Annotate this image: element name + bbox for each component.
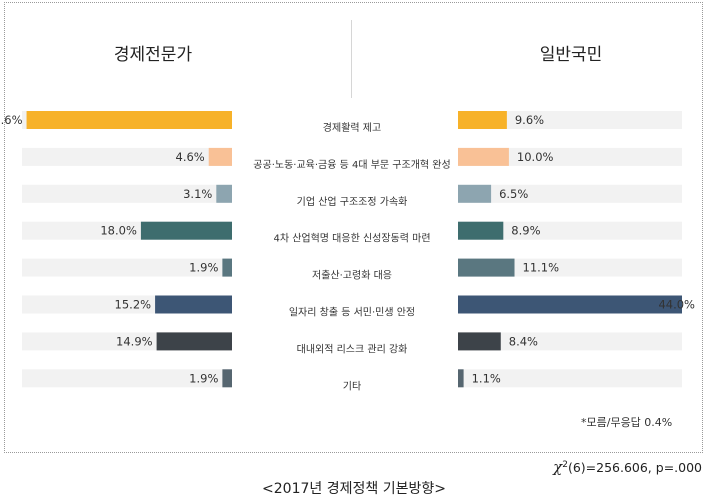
data-label-public: 8.4% [509, 334, 538, 348]
category-label: 일자리 창출 등 서민·민생 안정 [289, 307, 415, 319]
track-public [458, 147, 682, 166]
track-experts [22, 369, 232, 388]
data-label-experts: 3.1% [183, 187, 212, 201]
data-label-experts: 18.0% [100, 224, 137, 238]
footnote: *모름/무응답 0.4% [581, 416, 673, 429]
data-label-public: 8.9% [511, 224, 540, 238]
category-label: 4차 산업혁명 대응한 신성장동력 마련 [273, 232, 430, 245]
data-label-public: 9.6% [515, 113, 544, 127]
track-public [458, 184, 682, 203]
track-public [458, 369, 682, 388]
bar-public [458, 295, 682, 314]
data-label-experts: 4.6% [176, 150, 205, 164]
chi-superscript: 2 [562, 459, 568, 470]
category-label: 공공·노동·교육·금융 등 4대 부문 구조개혁 완성 [253, 159, 450, 171]
chi-symbol: χ [553, 458, 563, 476]
track-experts [22, 184, 232, 203]
data-label-public: 6.5% [499, 187, 528, 201]
figure-caption: <2017년 경제정책 기본방향> [262, 481, 446, 497]
data-label-experts: 14.9% [116, 334, 153, 348]
category-label: 기타 [343, 380, 361, 392]
bar-experts [208, 147, 232, 166]
panel-divider [351, 20, 352, 98]
bar-experts [222, 369, 232, 388]
bar-public [458, 147, 509, 166]
data-label-experts: 15.2% [115, 298, 152, 312]
bar-experts [26, 111, 233, 129]
data-label-experts: 1.9% [189, 261, 218, 275]
bar-experts [216, 184, 232, 203]
track-experts [22, 258, 232, 277]
panel-title-experts: 경제전문가 [113, 45, 193, 65]
data-label-experts: 1.9% [189, 371, 218, 385]
bar-public [458, 184, 492, 203]
track-public [458, 111, 682, 129]
category-label: 저출산·고령화 대응 [312, 270, 392, 282]
category-label: 대내외적 리스크 관리 강화 [297, 343, 408, 355]
bar-public [458, 111, 507, 129]
data-label-experts: 40.6% [0, 113, 23, 127]
bar-public [458, 332, 501, 351]
bar-public [458, 258, 515, 277]
track-public [458, 221, 682, 240]
data-label-public: 1.1% [472, 371, 501, 385]
track-experts [22, 147, 232, 166]
bar-public [458, 221, 504, 240]
data-label-public: 10.0% [517, 150, 554, 164]
chi-stat-text: (6)=256.606, p=.000 [567, 460, 702, 475]
data-label-public: 11.1% [523, 261, 560, 275]
data-label-public: 44.0% [658, 298, 695, 312]
track-public [458, 332, 682, 351]
category-label: 기업 산업 구조조정 가속화 [297, 195, 408, 208]
bar-experts [156, 332, 232, 351]
category-label: 경제활력 제고 [323, 121, 381, 134]
panel-title-public: 일반국민 [539, 45, 603, 65]
bar-experts [140, 221, 232, 240]
chi-square-statistic: χ2(6)=256.606, p=.000 [553, 458, 702, 476]
chart-frame [4, 2, 703, 453]
bar-experts [222, 258, 232, 277]
bar-public [458, 369, 464, 388]
bar-experts [155, 295, 232, 314]
